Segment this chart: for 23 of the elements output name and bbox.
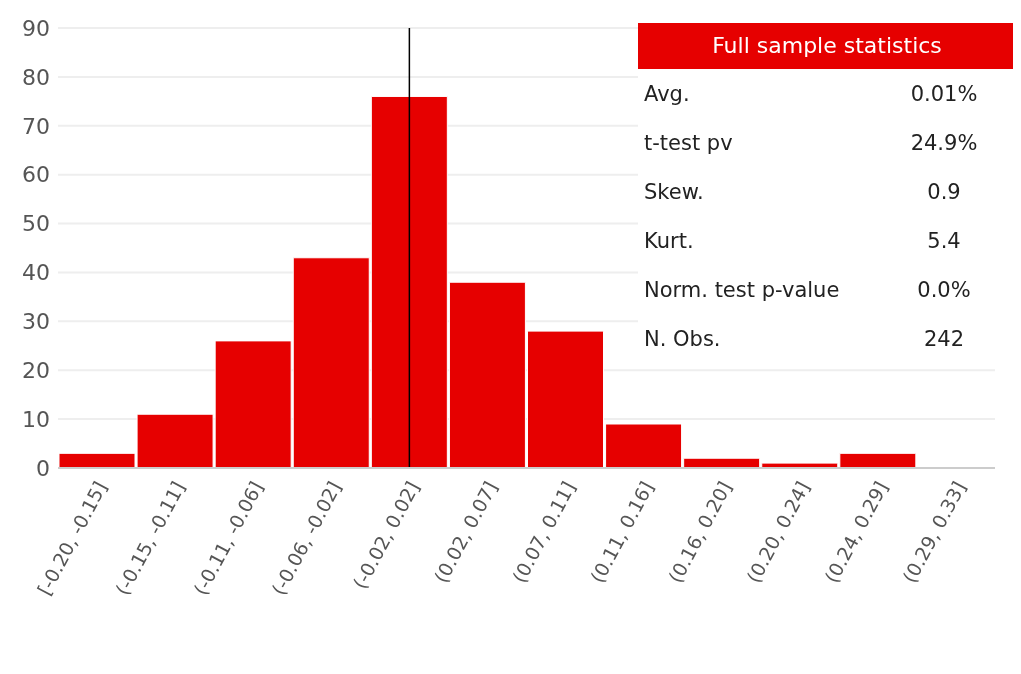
y-tick-label: 40	[22, 260, 50, 286]
annotation: 0.9	[926, 179, 962, 204]
annotation: Avg.	[643, 81, 691, 106]
annotation: 5.4	[926, 228, 962, 253]
y-tick-label: 0	[36, 455, 50, 481]
y-tick-label: 60	[22, 162, 50, 188]
annotation: 0.01%	[909, 81, 979, 106]
annotation: N. Obs.	[643, 326, 722, 351]
y-tick-label: 30	[22, 309, 50, 335]
annotation: Norm. test p-value	[643, 277, 841, 302]
header-box: Full sample statistics	[638, 23, 1013, 69]
annotation: 242	[922, 326, 966, 351]
annotation: t-test pv	[643, 130, 734, 155]
y-tick-label: 20	[22, 358, 50, 384]
y-tick-label: 10	[22, 406, 50, 432]
y-tick-label: 90	[22, 15, 50, 41]
y-tick-label: 50	[22, 211, 50, 237]
y-tick-label: 70	[22, 113, 50, 139]
y-tick-label: 80	[22, 64, 50, 90]
annotation: 0.0%	[916, 277, 972, 302]
annotation: Skew.	[643, 179, 705, 204]
annotation: Kurt.	[643, 228, 695, 253]
annotation: 24.9%	[909, 130, 979, 155]
